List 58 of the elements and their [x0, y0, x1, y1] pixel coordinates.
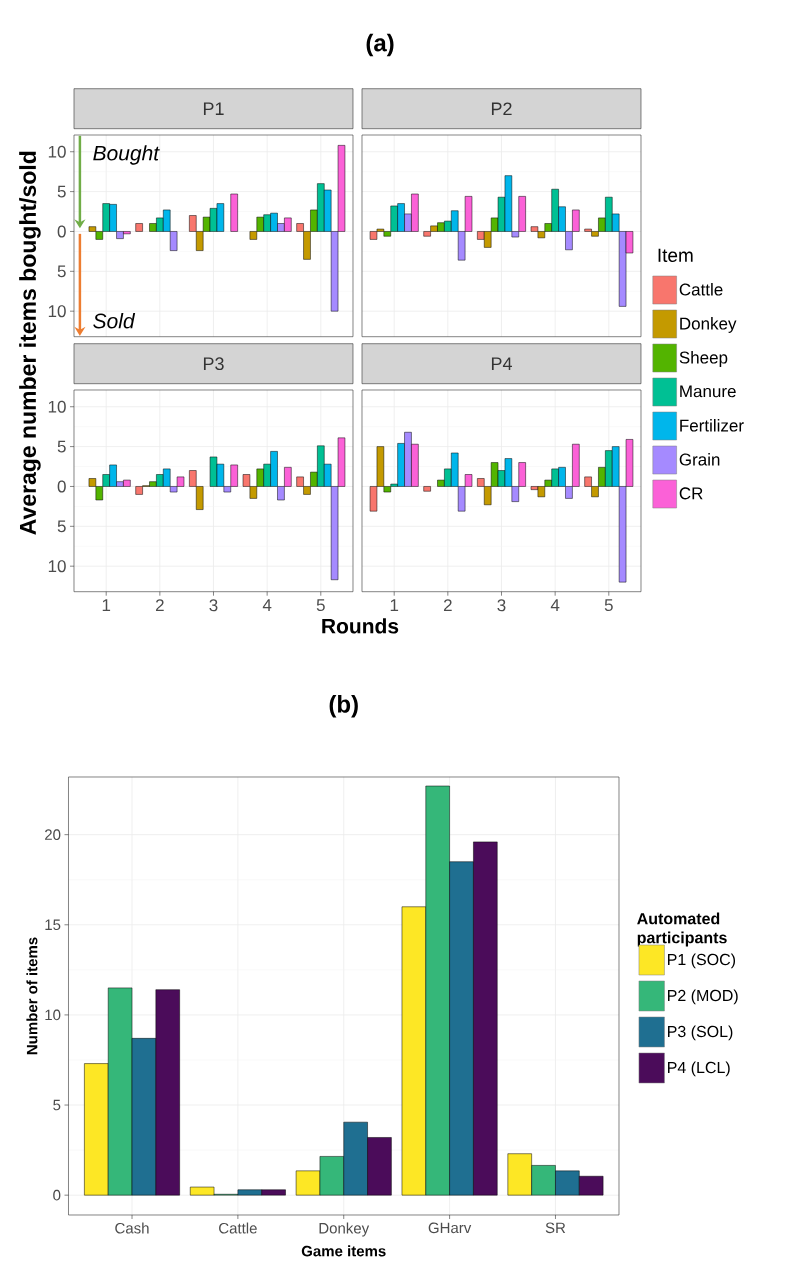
x-axis-title: Rounds [322, 618, 399, 634]
x-tick-label: Cash [115, 1222, 149, 1234]
legend-title: Item [658, 248, 693, 262]
x-tick-label: 2 [155, 599, 164, 612]
x-tick-label: 3 [497, 599, 506, 612]
legend-label: CR [679, 487, 703, 500]
y-axis-title: Number of items [26, 937, 38, 1055]
y-axis-title: Average number items bought/sold [19, 151, 41, 535]
legend-label: P4 (LCL) [668, 1061, 730, 1077]
y-tick-label: 10 [45, 1009, 61, 1021]
y-tick-label: 10 [48, 560, 66, 573]
legend-label: Fertilizer [680, 419, 744, 432]
text: (a) [366, 33, 394, 57]
x-tick-label: 5 [604, 599, 613, 612]
legend-title: Automated participants [637, 912, 727, 947]
legend-label: P1 (SOC) [668, 953, 736, 969]
chart-title: P2 [491, 102, 512, 115]
legend-label: Donkey [680, 317, 737, 333]
x-tick-label: 4 [262, 599, 272, 611]
y-tick-label: 0 [53, 1189, 61, 1201]
bar [230, 193, 238, 232]
x-tick-label: 4 [550, 599, 560, 611]
x-tick-label: GHarv [428, 1222, 472, 1234]
x-tick-label: SR [545, 1222, 566, 1234]
x-tick-label: 2 [443, 599, 452, 612]
x-tick-label: 1 [390, 599, 399, 611]
y-tick-label: 5 [57, 520, 66, 533]
bar [135, 223, 143, 232]
y-tick-label: 15 [45, 919, 61, 931]
y-tick-label: 5 [57, 185, 66, 198]
x-tick-label: 1 [102, 599, 111, 611]
x-tick-label: Donkey [319, 1222, 370, 1237]
y-tick-label: 5 [53, 1099, 61, 1111]
x-tick-label: Cattle [219, 1222, 257, 1234]
chart-title: P3 [203, 357, 224, 371]
y-tick-label: 10 [48, 145, 66, 158]
chart-title: P1 [203, 102, 224, 115]
legend-label: P3 (SOL) [668, 1025, 733, 1041]
x-tick-label: 5 [316, 599, 325, 612]
chart-title: P4 [491, 357, 512, 370]
legend-label: Manure [680, 385, 736, 398]
legend-label: Grain [679, 453, 720, 466]
chart-title: (b) [329, 695, 358, 718]
legend-label: Sheep [679, 351, 728, 367]
y-tick-label: 10 [48, 400, 66, 413]
x-axis-title: Game items [301, 1245, 386, 1257]
y-tick-label: 0 [57, 480, 66, 493]
y-tick-label: 10 [48, 305, 66, 318]
annotation: Bought [93, 145, 160, 165]
annotation: Sold [93, 313, 136, 329]
legend-label: Cattle [679, 283, 723, 296]
legend-label: P2 (MOD) [668, 989, 738, 1005]
y-tick-label: 20 [45, 829, 61, 840]
bar [423, 486, 431, 492]
y-tick-label: 0 [57, 225, 66, 238]
y-tick-label: 5 [57, 265, 66, 278]
y-tick-label: 5 [57, 440, 66, 453]
x-tick-label: 3 [209, 599, 218, 612]
